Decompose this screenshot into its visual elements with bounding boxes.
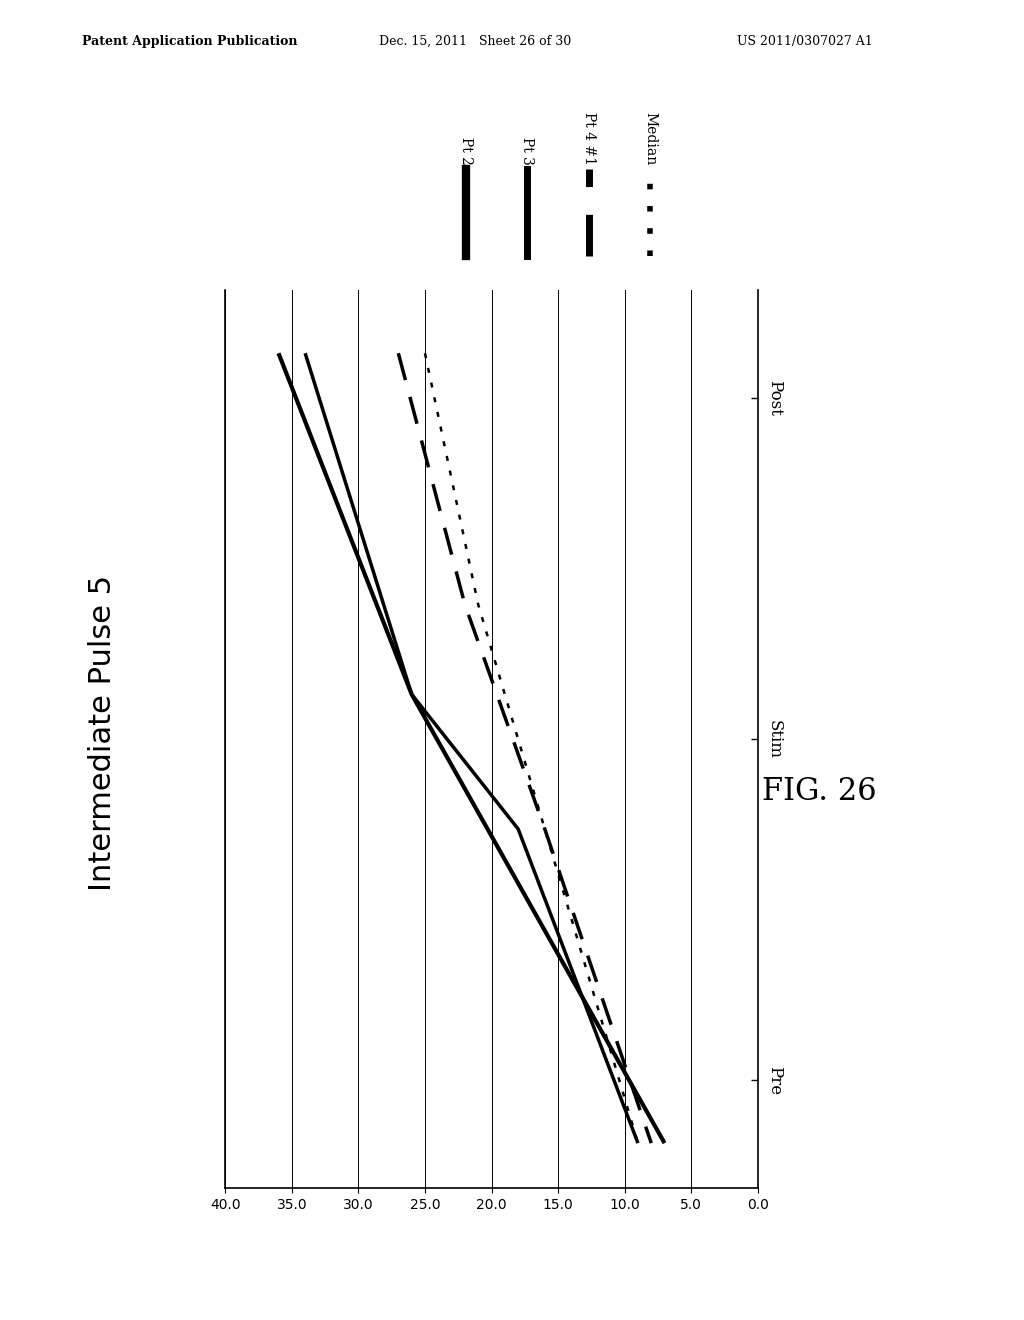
Text: Dec. 15, 2011   Sheet 26 of 30: Dec. 15, 2011 Sheet 26 of 30 [379,34,571,48]
Text: Intermediate Pulse 5: Intermediate Pulse 5 [88,574,117,891]
Text: Stim: Stim [766,719,783,759]
Text: Pt 4 #1: Pt 4 #1 [582,112,596,165]
Text: Median: Median [643,112,657,165]
Text: Post: Post [766,380,783,416]
Text: Pt 2: Pt 2 [459,137,473,165]
Text: Pt 3: Pt 3 [520,137,535,165]
Text: Patent Application Publication: Patent Application Publication [82,34,297,48]
Text: US 2011/0307027 A1: US 2011/0307027 A1 [737,34,873,48]
Text: Pre: Pre [766,1065,783,1094]
Text: FIG. 26: FIG. 26 [762,776,877,808]
